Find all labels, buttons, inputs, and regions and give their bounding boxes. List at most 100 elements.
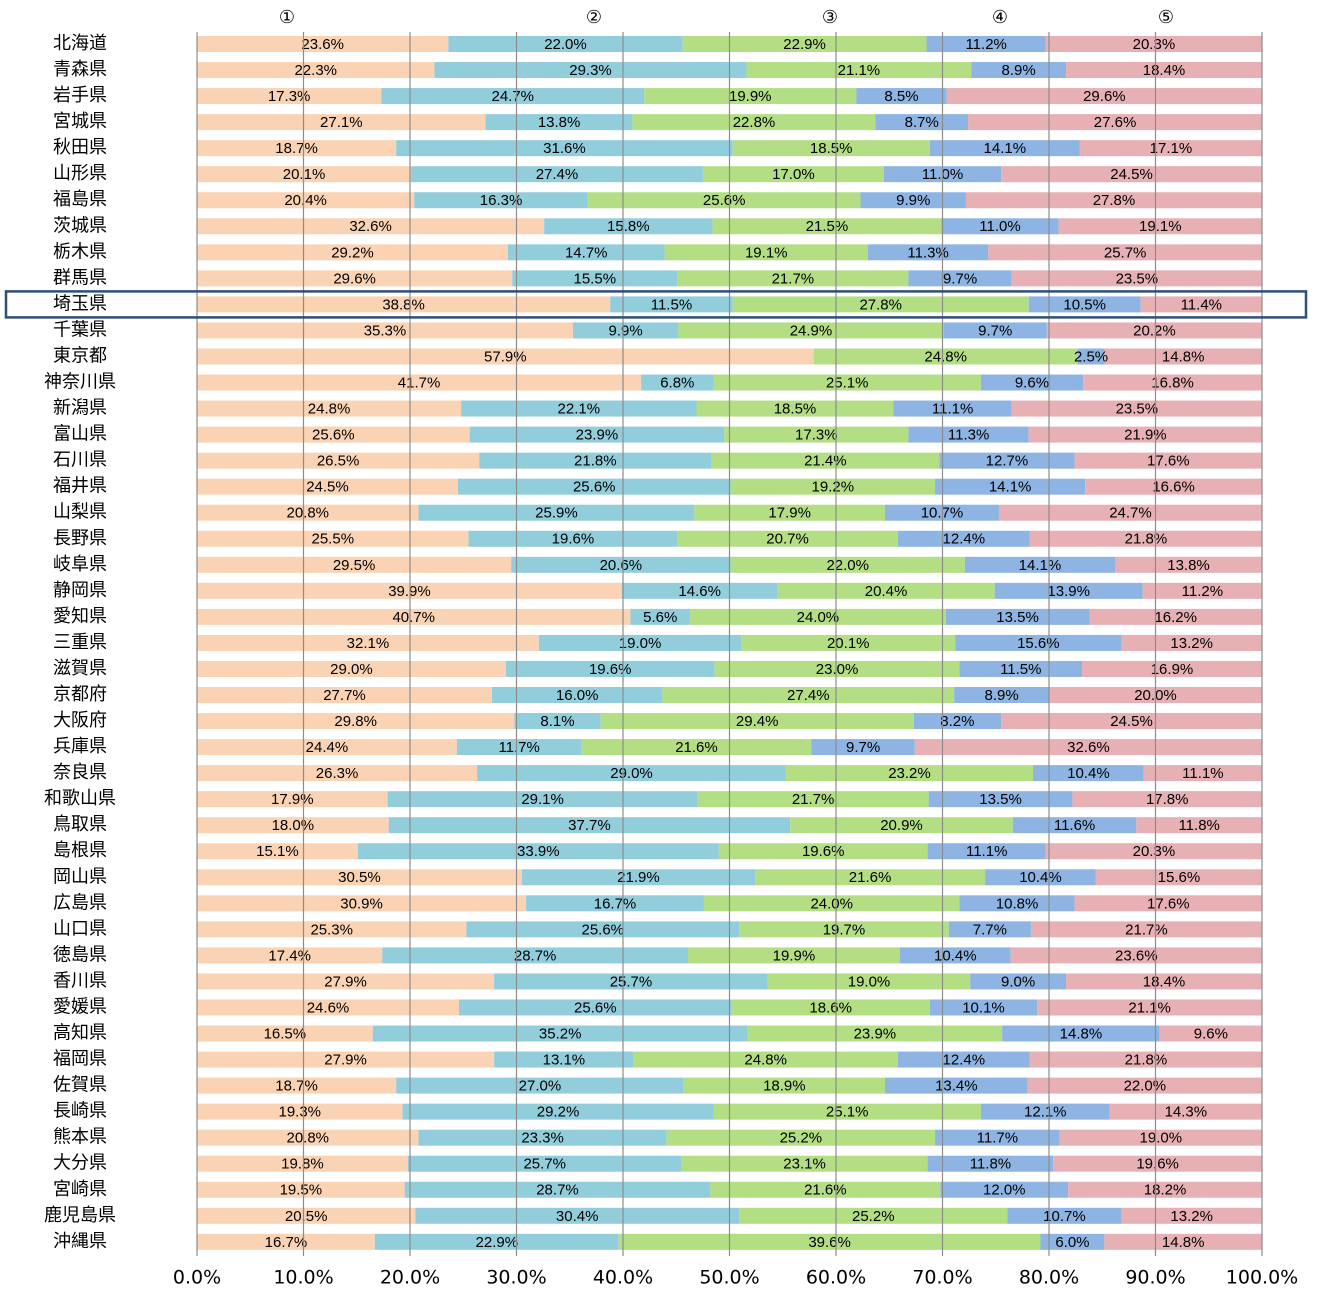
value-label: 10.5% (1063, 296, 1106, 313)
value-label: 11.3% (948, 427, 989, 444)
value-label: 6.8% (660, 374, 694, 391)
bar-segment (197, 36, 449, 52)
value-label: 15.6% (1017, 635, 1060, 652)
bar-segment (494, 1051, 634, 1068)
series-marker: ① (279, 7, 295, 28)
value-label: 22.1% (558, 401, 601, 418)
bar-segment (980, 1103, 1110, 1120)
value-label: 25.5% (312, 531, 355, 548)
value-label: 17.9% (271, 791, 314, 808)
value-label: 8.9% (985, 687, 1019, 704)
value-label: 25.6% (574, 999, 617, 1016)
bar-segment (521, 869, 756, 886)
value-label: 18.5% (774, 401, 817, 418)
value-label: 16.3% (480, 192, 523, 209)
bar-segment (946, 88, 1262, 105)
value-label: 19.2% (812, 479, 855, 496)
bar-segment (746, 62, 972, 79)
bar-segment (197, 1051, 495, 1068)
bar-segment (690, 608, 946, 625)
bar-segment (414, 192, 588, 209)
value-label: 32.6% (349, 218, 392, 235)
bar-segment (730, 556, 965, 573)
bar-segment (1074, 452, 1262, 469)
category-label: 大阪府 (53, 710, 107, 731)
bar-segment (630, 608, 691, 625)
bar-segment (1045, 36, 1262, 52)
value-label: 11.1% (932, 401, 973, 418)
bar-segment (945, 608, 1090, 625)
bar-segment (943, 322, 1047, 339)
value-label: 22.0% (544, 36, 587, 53)
value-label: 11.5% (651, 296, 692, 313)
value-label: 9.6% (1015, 374, 1049, 391)
bar-segment (461, 400, 697, 417)
value-label: 23.3% (521, 1130, 564, 1147)
bar-segment (1072, 791, 1262, 808)
category-label: 三重県 (53, 632, 107, 653)
bar-segment (1109, 1103, 1262, 1120)
value-label: 32.1% (347, 635, 390, 652)
x-tick-label: 50.0% (699, 1267, 759, 1289)
value-label: 20.2% (1133, 322, 1176, 339)
value-label: 9.7% (943, 270, 977, 287)
value-label: 8.9% (1002, 62, 1036, 79)
value-label: 24.0% (810, 895, 853, 912)
bar-segment (402, 1103, 714, 1120)
bar-segment (913, 713, 1002, 730)
value-label: 14.8% (1162, 1234, 1205, 1251)
category-label: 埼玉県 (53, 293, 107, 314)
bar-segment (197, 1233, 375, 1250)
category-label: 徳島県 (53, 944, 107, 965)
value-label: 25.7% (610, 973, 653, 990)
bar-segment (197, 713, 515, 730)
value-label: 21.9% (617, 869, 660, 886)
bar-segment (897, 1051, 1030, 1068)
category-label: 愛知県 (53, 606, 107, 627)
bar-segment (492, 687, 663, 703)
value-label: 14.8% (1060, 1025, 1103, 1042)
value-label: 15.1% (256, 843, 299, 860)
value-label: 25.2% (852, 1208, 895, 1225)
value-label: 37.7% (568, 817, 611, 834)
value-label: 30.4% (556, 1208, 599, 1225)
value-label: 21.7% (772, 270, 815, 287)
category-label: 宮城県 (53, 111, 107, 132)
bar-segment (664, 244, 868, 261)
bar-segment (1136, 817, 1262, 834)
bar-segment (1027, 1077, 1262, 1094)
bar-segment (197, 114, 486, 131)
category-label: 神奈川県 (44, 372, 116, 393)
value-label: 15.5% (574, 270, 617, 287)
category-label: 宮崎県 (53, 1179, 107, 1200)
value-label: 22.9% (476, 1234, 519, 1251)
value-label: 29.5% (333, 557, 376, 574)
value-label: 21.7% (1125, 921, 1168, 938)
value-label: 19.9% (773, 947, 816, 964)
value-label: 21.5% (806, 218, 849, 235)
bar-segment (732, 296, 1029, 313)
bar-segment (1095, 869, 1262, 886)
value-label: 16.7% (594, 895, 637, 912)
category-label: 岡山県 (53, 866, 107, 887)
bar-segment (964, 556, 1116, 573)
category-label: 佐賀県 (53, 1075, 107, 1096)
value-label: 11.5% (1000, 661, 1041, 678)
bar-segment (968, 114, 1262, 131)
bar-segment (466, 921, 740, 938)
category-label: 山梨県 (53, 502, 107, 523)
value-label: 16.0% (556, 687, 599, 704)
category-label: 福島県 (53, 189, 107, 210)
value-label: 21.8% (1125, 1052, 1168, 1069)
bar-segment (1115, 556, 1262, 573)
category-label: 群馬県 (53, 267, 107, 288)
value-label: 30.5% (338, 869, 381, 886)
bar-segment (197, 843, 358, 860)
value-label: 20.4% (865, 583, 908, 600)
value-label: 12.1% (1024, 1104, 1067, 1121)
bar-segment (514, 713, 601, 730)
value-label: 18.5% (810, 140, 853, 157)
value-label: 14.1% (989, 479, 1032, 496)
bar-segment (732, 140, 930, 157)
bar-segment (477, 765, 786, 782)
